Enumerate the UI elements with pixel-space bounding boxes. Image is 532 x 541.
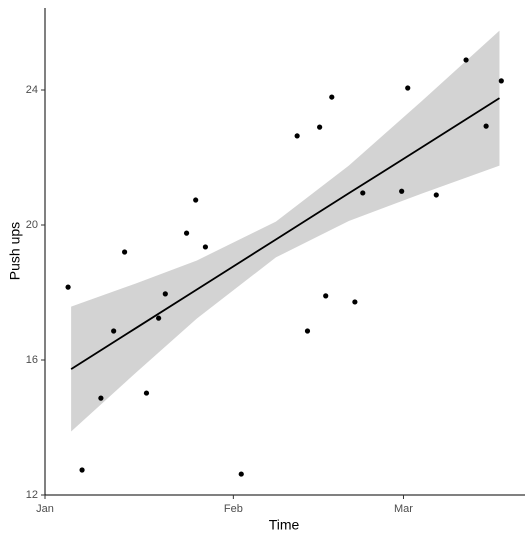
y-tick-label: 12 (26, 489, 38, 501)
point (405, 85, 411, 91)
point (329, 94, 335, 100)
point (98, 395, 104, 401)
x-axis-title: Time (269, 517, 300, 533)
point (433, 192, 439, 198)
point (323, 293, 329, 299)
point (304, 328, 311, 334)
point (360, 190, 366, 196)
point (65, 284, 71, 290)
fit-line (70, 97, 500, 370)
y-tick-label: 24 (26, 84, 38, 96)
point (238, 471, 244, 477)
point (463, 57, 469, 63)
point (317, 124, 323, 130)
point (193, 197, 199, 203)
point (111, 328, 117, 334)
x-tick-label: Mar (394, 503, 413, 515)
point (483, 123, 489, 129)
point (399, 188, 405, 194)
point (294, 133, 300, 139)
confidence-band (71, 30, 500, 432)
point (202, 244, 209, 250)
x-tick-label: Jan (36, 503, 54, 515)
y-tick-label: 16 (26, 354, 38, 366)
point (183, 230, 190, 236)
point (121, 249, 128, 255)
point (143, 390, 150, 396)
point (162, 291, 168, 297)
y-tick-label: 20 (26, 219, 38, 231)
point (156, 315, 162, 321)
y-axis-title: Push ups (7, 222, 23, 280)
point (498, 78, 504, 84)
point (79, 467, 85, 473)
x-tick-label: Feb (224, 503, 243, 515)
point (352, 299, 358, 305)
